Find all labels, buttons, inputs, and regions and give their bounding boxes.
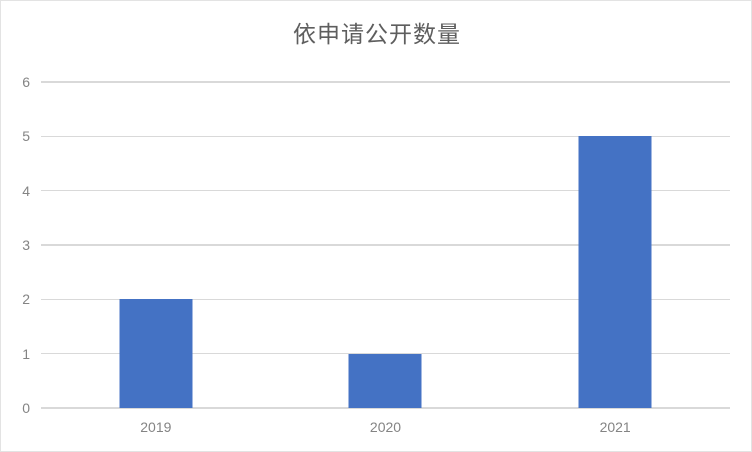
gridline [41, 189, 730, 192]
bar-2019[interactable] [119, 299, 193, 408]
gridline [41, 81, 730, 83]
y-axis-tick-label: 5 [22, 128, 30, 145]
y-axis-tick-label: 6 [22, 74, 30, 90]
gridline [41, 244, 730, 246]
y-axis-tick-label: 2 [22, 291, 30, 308]
bar-slot [500, 82, 730, 408]
bar-series [41, 82, 730, 408]
gridline [41, 352, 730, 355]
y-axis-tick-label: 0 [22, 400, 30, 416]
bar-2020[interactable] [348, 353, 422, 408]
x-axis-tick-labels: 2019 2020 2021 [41, 417, 730, 441]
chart-title: 依申请公开数量 [293, 21, 461, 47]
gridline [41, 298, 730, 301]
x-axis-tick-label: 2021 [599, 419, 631, 435]
y-axis-tick-label: 4 [22, 182, 30, 199]
y-axis-tick-label: 1 [22, 345, 30, 362]
bar-slot [271, 82, 501, 408]
y-axis-tick-label: 3 [22, 237, 30, 253]
bar-2021[interactable] [578, 136, 652, 408]
bar-slot [41, 82, 271, 408]
y-axis-tick-labels: 6 5 4 3 2 1 0 [1, 75, 41, 415]
gridline [41, 135, 730, 138]
x-axis-tick-label: 2019 [140, 419, 172, 435]
x-axis-tick-label: 2020 [369, 419, 402, 435]
